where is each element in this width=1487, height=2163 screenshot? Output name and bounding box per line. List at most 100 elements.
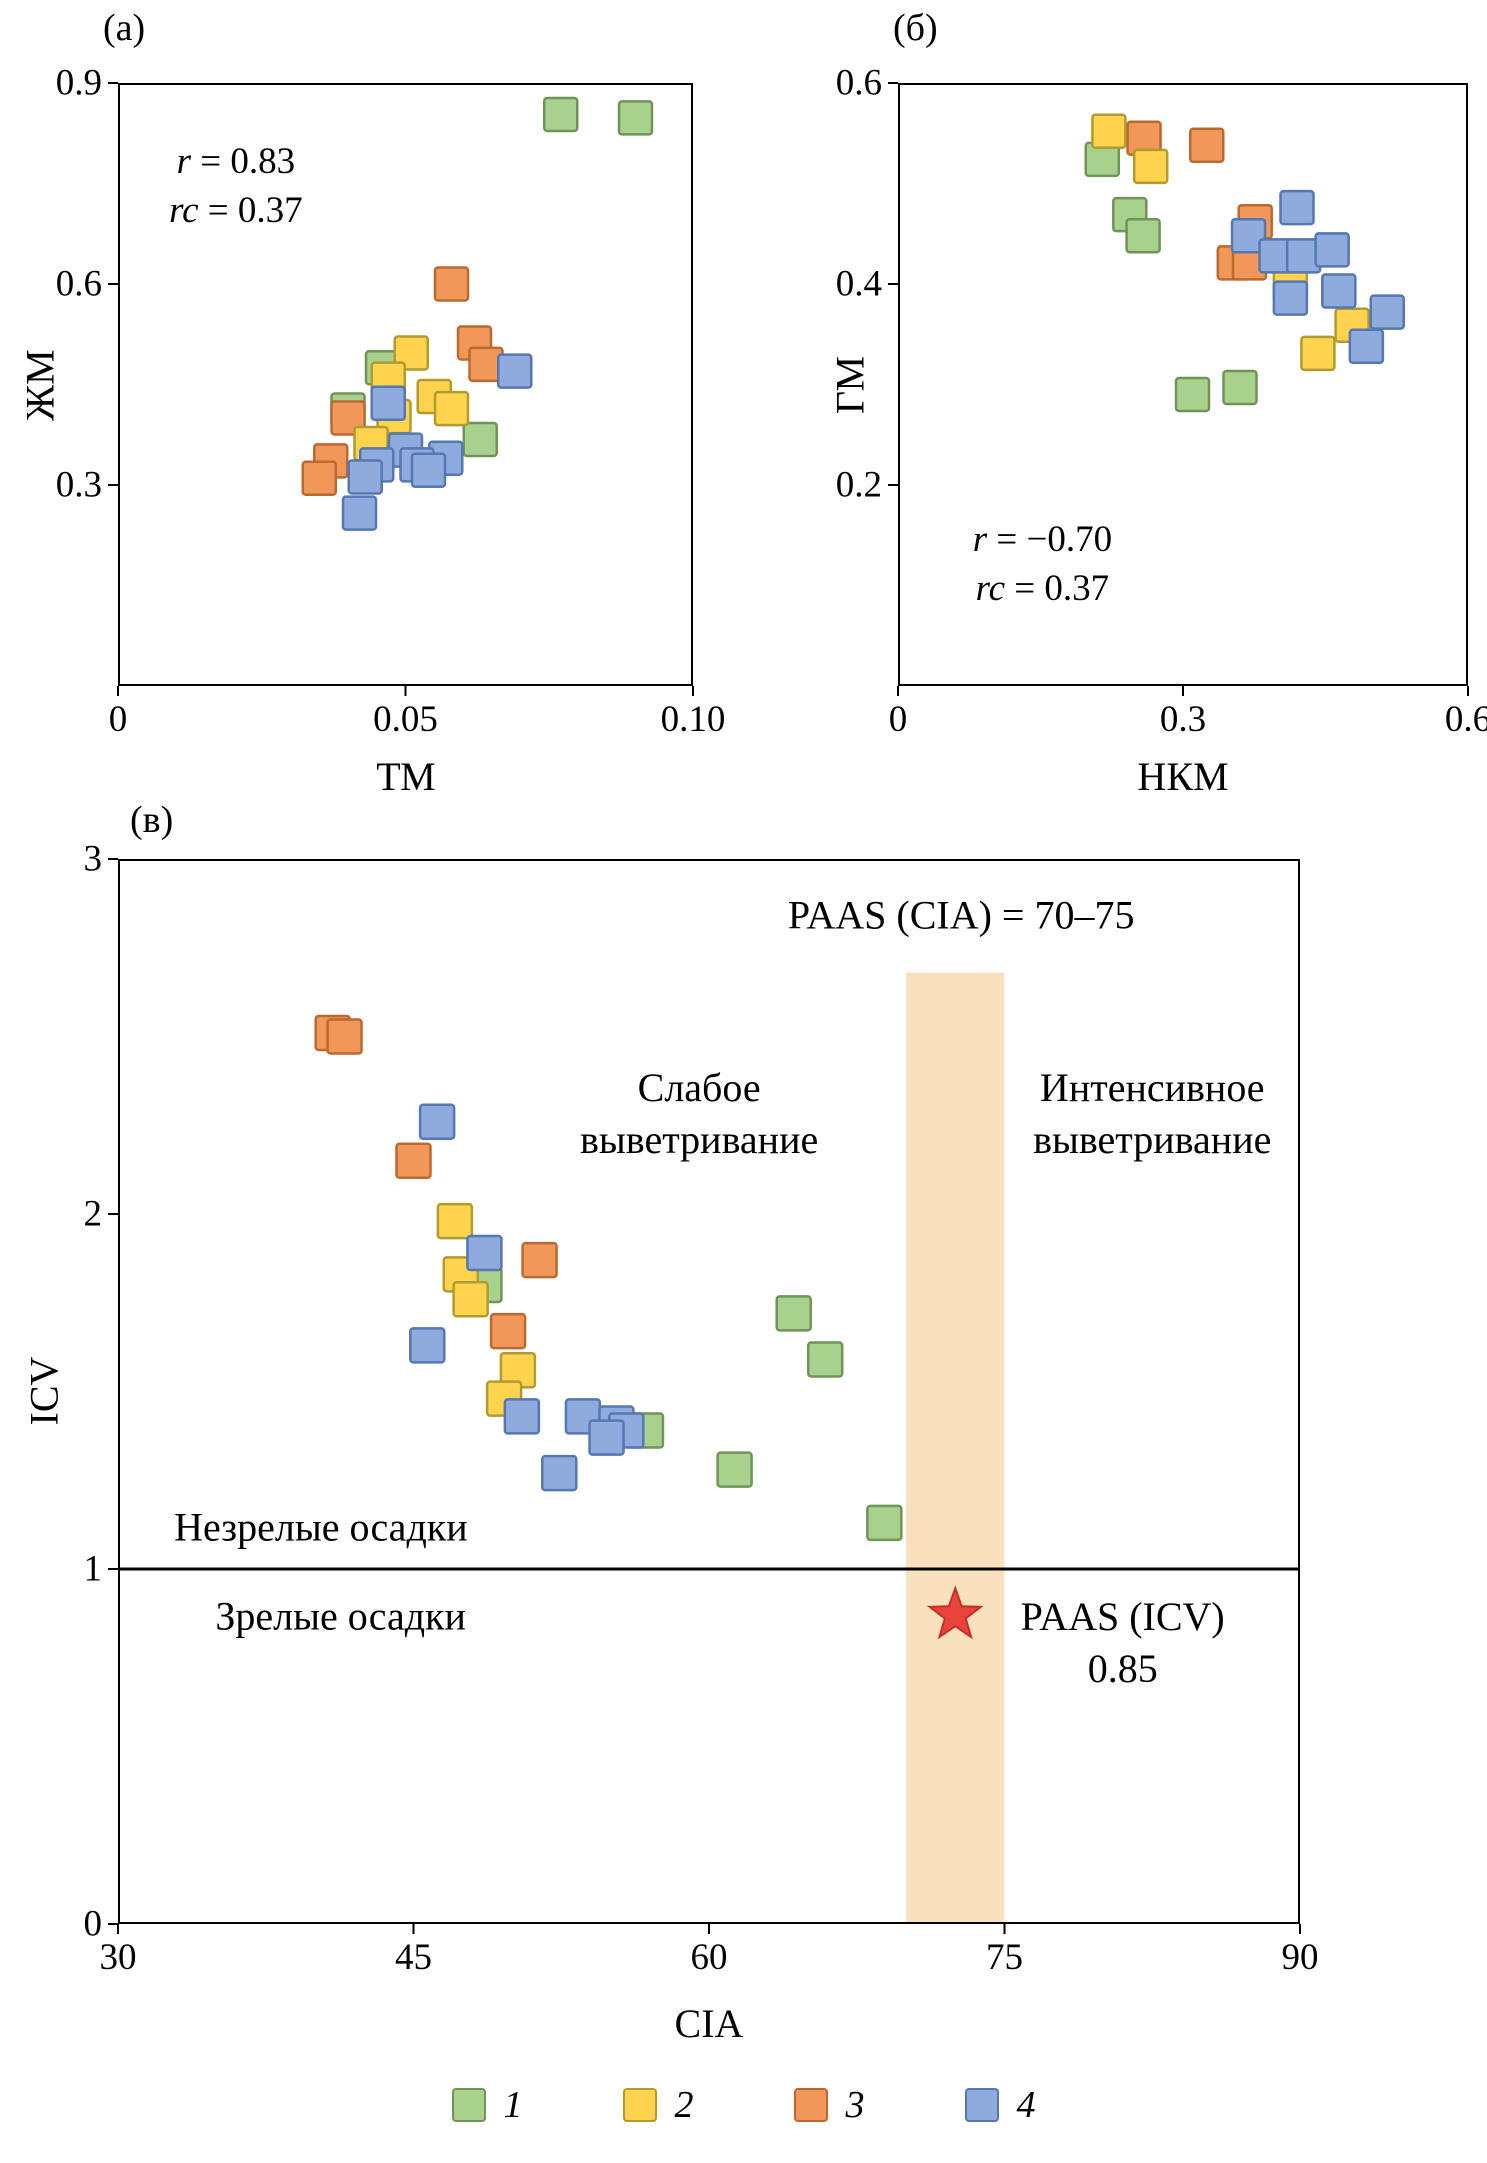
paas-cia-band bbox=[906, 972, 1005, 1924]
data-point-series-3 bbox=[326, 1018, 363, 1055]
panel-b-plot-area: 0 0.3 0.6 0.2 0.4 0.6 r = −0.70 rc = 0.37 bbox=[836, 65, 1487, 739]
panel-v-x-axis-label: CIA bbox=[674, 2001, 744, 2046]
legend-swatch-1-icon bbox=[451, 2088, 486, 2122]
data-point-series-2 bbox=[1300, 335, 1336, 372]
legend: 1 2 3 4 bbox=[0, 2086, 1487, 2124]
x-tick-label: 60 bbox=[690, 1937, 728, 1978]
panel-a-y-axis-label: ЖМ bbox=[17, 349, 63, 421]
data-point-series-2 bbox=[452, 1280, 489, 1318]
data-point-series-4 bbox=[409, 1327, 446, 1364]
paas-cia-annotation: PAAS (CIA) = 70–75 bbox=[787, 892, 1135, 938]
data-point-series-3 bbox=[301, 460, 337, 497]
data-point-series-4 bbox=[1369, 294, 1405, 330]
data-point-series-2 bbox=[1132, 148, 1169, 185]
data-point-series-3 bbox=[489, 1312, 527, 1350]
data-point-series-4 bbox=[1314, 232, 1350, 268]
data-point-series-4 bbox=[503, 1398, 541, 1435]
data-point-series-1 bbox=[462, 421, 498, 458]
y-tick-label: 0.2 bbox=[835, 464, 882, 506]
x-tick-label: 0.05 bbox=[373, 699, 438, 740]
paas-icv-label: PAAS (ICV) 0.85 bbox=[1020, 1593, 1225, 1692]
y-tick-label: 0.9 bbox=[55, 62, 102, 104]
data-point-series-4 bbox=[541, 1454, 578, 1492]
legend-label: 2 bbox=[674, 2084, 694, 2126]
panel-b-label: (б) bbox=[893, 7, 938, 49]
y-tick-label: 1 bbox=[83, 1548, 103, 1590]
x-tick-label: 0.6 bbox=[1444, 699, 1487, 740]
x-tick-label: 0 bbox=[108, 699, 128, 740]
panel-v-label: (в) bbox=[130, 799, 174, 841]
data-point-series-4 bbox=[370, 385, 406, 422]
data-point-series-4 bbox=[1272, 280, 1309, 316]
intense-weathering-label: Интенсивное выветривание bbox=[1033, 1064, 1272, 1163]
y-tick-label: 0 bbox=[83, 1903, 103, 1945]
data-point-series-3 bbox=[433, 266, 470, 302]
x-tick-label: 0.10 bbox=[660, 699, 726, 740]
data-point-series-1 bbox=[1125, 218, 1161, 254]
correlation-annotation: r = 0.83 rc = 0.37 bbox=[169, 141, 303, 231]
data-point-series-2 bbox=[436, 1202, 474, 1240]
x-tick-label: 45 bbox=[395, 1937, 432, 1978]
data-point-series-4 bbox=[1279, 189, 1315, 226]
panel-a-x-axis-label: ТМ bbox=[376, 754, 436, 799]
data-point-series-1 bbox=[617, 100, 654, 136]
y-tick-label: 0.4 bbox=[835, 263, 882, 305]
data-point-series-1 bbox=[775, 1295, 812, 1332]
y-tick-label: 0.3 bbox=[55, 464, 102, 506]
weak-weathering-label: Слабое выветривание bbox=[580, 1064, 819, 1163]
data-point-series-4 bbox=[1230, 218, 1267, 254]
axis-frame bbox=[118, 83, 693, 686]
x-tick-label: 30 bbox=[99, 1937, 137, 1978]
data-point-series-4 bbox=[410, 452, 447, 489]
legend-swatch-3-icon bbox=[793, 2088, 828, 2122]
data-point-series-1 bbox=[716, 1451, 753, 1488]
immature-sediments-label: Незрелые осадки bbox=[174, 1504, 468, 1550]
panel-a-label: (а) bbox=[103, 7, 146, 49]
y-tick-label: 0.6 bbox=[835, 62, 882, 104]
data-point-series-3 bbox=[1189, 127, 1225, 164]
panel-a-plot-area: 0 0.05 0.10 0.3 0.6 0.9 r = 0.83 rc = 0.37 bbox=[56, 65, 726, 739]
data-point-series-4 bbox=[1321, 273, 1357, 309]
data-point-series-4 bbox=[497, 353, 533, 389]
panel-b-x-axis-label: НКМ bbox=[1137, 754, 1229, 799]
x-tick-label: 0 bbox=[888, 699, 908, 740]
data-point-series-4 bbox=[341, 495, 378, 531]
correlation-annotation: r = −0.70 rc = 0.37 bbox=[972, 519, 1113, 610]
legend-swatch-4-icon bbox=[964, 2088, 999, 2122]
legend-item: 2 bbox=[622, 2084, 694, 2126]
data-point-series-2 bbox=[433, 390, 470, 427]
data-point-series-1 bbox=[806, 1341, 844, 1378]
legend-label: 4 bbox=[1016, 2084, 1036, 2126]
axis-frame bbox=[118, 859, 1300, 1924]
legend-label: 1 bbox=[503, 2084, 523, 2126]
axis-frame bbox=[898, 83, 1468, 686]
data-point-series-3 bbox=[395, 1142, 432, 1179]
panel-v-plot-area: 30 45 60 75 90 0 1 2 3 PAAS (CIA) = 70–75 Слабое вы… bbox=[84, 841, 1319, 1977]
panel-v-y-axis-label: ICV bbox=[21, 1356, 67, 1426]
data-point-series-4 bbox=[588, 1419, 625, 1456]
panel-b-y-axis-label: ГМ bbox=[827, 355, 873, 415]
y-tick-label: 0.6 bbox=[55, 263, 102, 305]
data-point-series-1 bbox=[1174, 376, 1211, 413]
data-point-series-1 bbox=[1222, 369, 1258, 406]
x-tick-label: 0.3 bbox=[1159, 699, 1207, 740]
paas-star-icon bbox=[926, 1585, 984, 1640]
legend-label: 3 bbox=[845, 2084, 865, 2126]
data-point-series-2 bbox=[393, 335, 429, 371]
y-tick-label: 3 bbox=[83, 838, 103, 880]
y-tick-label: 2 bbox=[83, 1193, 103, 1235]
data-point-series-1 bbox=[866, 1504, 903, 1542]
legend-swatch-2-icon bbox=[622, 2088, 657, 2122]
data-point-series-4 bbox=[418, 1103, 456, 1140]
data-point-series-1 bbox=[543, 96, 579, 133]
data-point-series-3 bbox=[521, 1241, 558, 1279]
data-point-series-2 bbox=[1091, 113, 1127, 149]
legend-item: 1 bbox=[451, 2084, 523, 2126]
mature-sediments-label: Зрелые осадки bbox=[215, 1593, 466, 1639]
data-point-series-4 bbox=[466, 1234, 503, 1272]
legend-item: 3 bbox=[793, 2084, 865, 2126]
data-point-series-4 bbox=[1348, 328, 1385, 365]
data-point-series-4 bbox=[347, 459, 383, 495]
x-tick-label: 75 bbox=[986, 1937, 1023, 1978]
